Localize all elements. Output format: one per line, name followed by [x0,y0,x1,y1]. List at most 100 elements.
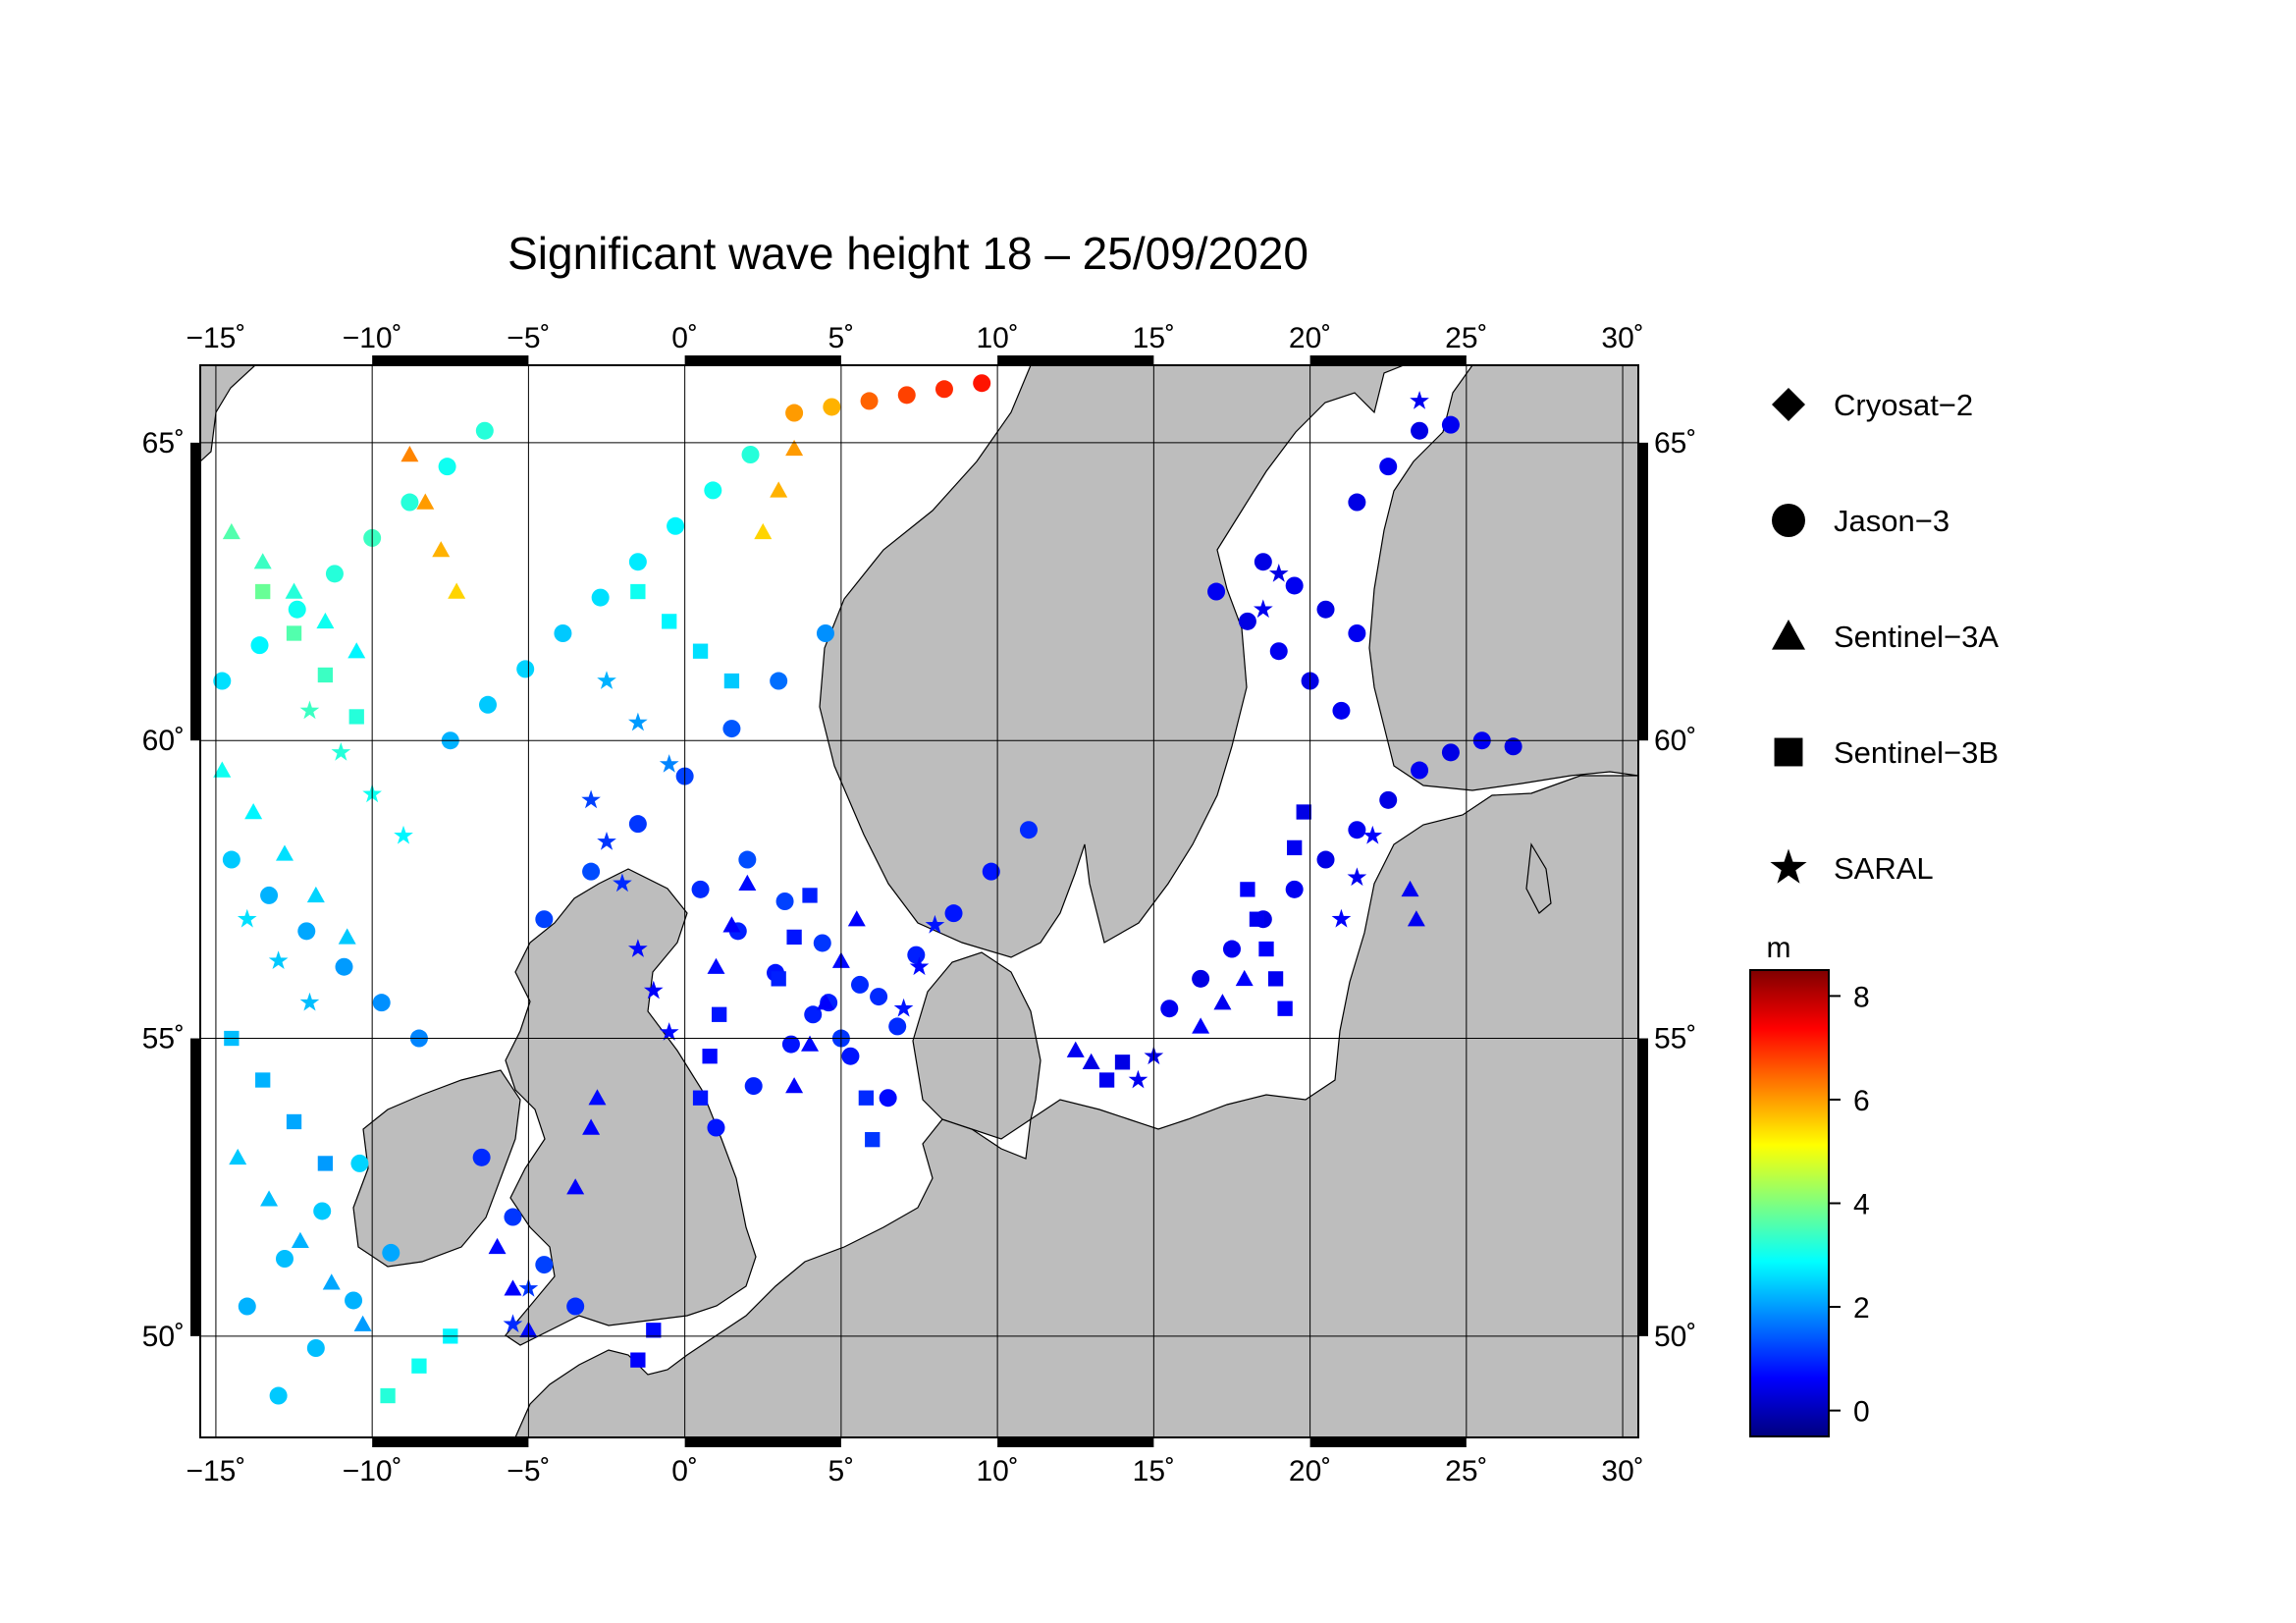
marker-star [613,873,632,893]
legend-label: Cryosat−2 [1834,388,1973,422]
marker-circle [870,988,888,1006]
marker-circle [704,481,722,500]
x-tick-label-top: 30˚ [1601,322,1643,354]
marker-triangle [244,803,263,820]
marker-triangle [504,1279,522,1296]
marker-triangle [275,844,294,861]
marker-star [1254,599,1273,619]
marker-triangle [338,928,356,945]
marker-star [1410,391,1429,409]
marker-triangle [785,1077,804,1094]
colorbar-ramp [1749,969,1830,1437]
y-tick-label-left: 65˚ [142,427,185,460]
marker-circle [691,880,710,898]
marker-square [865,1132,881,1148]
marker-circle [535,910,554,929]
scandinavia-landmass [819,365,1638,958]
marker-triangle [816,994,834,1010]
marker-star [268,950,289,969]
marker-circle [222,850,240,869]
marker-square [630,1352,646,1368]
frame-bar-bottom [372,1437,529,1447]
marker-circle [944,904,963,923]
marker-circle [335,957,353,976]
legend-label: Sentinel−3B [1834,735,1999,770]
marker-circle [1332,701,1351,720]
marker-circle [325,565,344,583]
frame-bar-right [1638,1038,1648,1336]
marker-triangle [1401,880,1419,897]
marker-triangle [213,761,232,778]
marker-circle [535,1256,554,1274]
x-tick-label-bottom: −5˚ [507,1455,550,1488]
marker-triangle [416,493,435,510]
frame-bar-bottom [684,1437,841,1447]
marker-triangle [322,1273,341,1290]
marker-circle [860,392,879,410]
marker-triangle [306,886,325,903]
marker-triangle [432,541,451,558]
land-masses [200,365,1638,1437]
baltic-states-russia-landmass [514,775,1638,1437]
marker-circle [775,893,794,910]
marker-circle [479,695,497,714]
legend-label: Jason−3 [1834,504,1949,538]
y-tick-label-left: 55˚ [142,1023,185,1055]
x-tick-label-bottom: 20˚ [1289,1455,1331,1488]
marker-square [286,1113,302,1130]
x-tick-label-bottom: 30˚ [1601,1455,1643,1488]
marker-triangle [1066,1041,1085,1057]
marker-circle [288,600,306,619]
marker-circle [813,934,831,952]
x-tick-label-top: 0˚ [671,322,698,354]
legend-symbol-triangle [1772,620,1805,650]
y-tick-label-right: 60˚ [1654,725,1696,757]
marker-square [380,1387,396,1404]
frame-bar-bottom [997,1437,1154,1447]
frame-bar-bottom [1309,1437,1467,1447]
marker-triangle [353,1315,372,1331]
marker-circle [707,1118,725,1137]
marker-circle [566,1297,585,1316]
marker-triangle [347,642,366,659]
marker-star [659,1022,679,1041]
marker-square [771,971,786,987]
marker-circle [1192,969,1210,988]
marker-star [628,712,648,731]
legend-symbol-star [1770,848,1807,884]
marker-circle [907,946,926,964]
marker-circle [823,398,841,416]
map-frame-border-bars [190,355,1648,1447]
marker-square [255,1072,271,1088]
marker-circle [400,493,419,512]
marker-triangle [488,1237,507,1255]
marker-star [597,671,616,689]
marker-circle [628,553,647,571]
marker-circle [306,1339,325,1357]
marker-square [255,583,271,600]
colorbar-tick-label: 8 [1853,981,1870,1013]
marker-star [628,939,648,957]
graticule [200,365,1638,1437]
marker-circle [770,672,788,690]
marker-circle [628,815,647,834]
marker-circle [313,1202,332,1220]
altimetry-markers [213,374,1522,1405]
great-britain-landmass [505,868,757,1346]
marker-triangle [448,582,466,599]
marker-triangle [582,1118,601,1135]
marker-star [893,998,914,1017]
x-tick-label-bottom: −15˚ [186,1455,245,1488]
marker-triangle [316,612,335,629]
marker-circle [1379,458,1398,476]
marker-square [1098,1072,1115,1088]
marker-triangle [801,1035,820,1052]
marker-circle [591,588,610,607]
marker-triangle [253,553,272,569]
y-tick-label-right: 55˚ [1654,1023,1696,1055]
marker-square [286,625,302,641]
x-tick-label-top: 25˚ [1445,322,1487,354]
marker-triangle [707,957,725,974]
marker-triangle [291,1231,309,1248]
marker-triangle [229,1148,247,1165]
